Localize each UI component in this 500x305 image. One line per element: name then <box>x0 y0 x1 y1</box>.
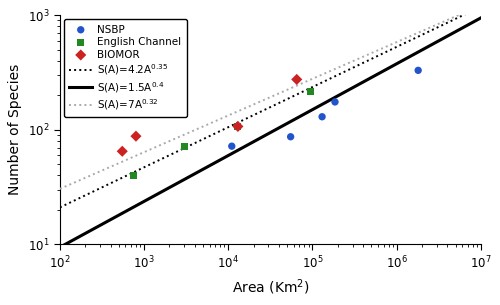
S(A)=1.5A$^{0.4}$ <box>468 22 474 25</box>
Line: S(A)=7A$^{0.32}$: S(A)=7A$^{0.32}$ <box>60 5 481 189</box>
S(A)=4.2A$^{0.35}$ <box>260 109 266 113</box>
NSBP <box>286 134 294 139</box>
S(A)=7A$^{0.32}$ <box>260 99 266 102</box>
BIOMOR <box>234 124 242 129</box>
S(A)=4.2A$^{0.35}$ <box>402 41 408 45</box>
S(A)=4.2A$^{0.35}$ <box>478 5 484 9</box>
S(A)=4.2A$^{0.35}$ <box>57 206 63 209</box>
S(A)=4.2A$^{0.35}$ <box>468 10 474 13</box>
BIOMOR <box>292 77 300 82</box>
NSBP <box>414 68 422 73</box>
English Channel <box>180 144 188 149</box>
S(A)=1.5A$^{0.4}$ <box>284 121 290 125</box>
S(A)=1.5A$^{0.4}$ <box>402 57 408 61</box>
S(A)=4.2A$^{0.35}$ <box>257 110 263 114</box>
English Channel <box>130 173 138 178</box>
S(A)=1.5A$^{0.4}$ <box>57 246 63 249</box>
Legend: NSBP, English Channel, BIOMOR, S(A)=4.2A$^{0.35}$, S(A)=1.5A$^{0.4}$, S(A)=7A$^{: NSBP, English Channel, BIOMOR, S(A)=4.2A… <box>64 19 186 117</box>
BIOMOR <box>132 134 140 138</box>
S(A)=4.2A$^{0.35}$ <box>284 97 290 101</box>
S(A)=1.5A$^{0.4}$ <box>257 136 263 140</box>
Line: S(A)=4.2A$^{0.35}$: S(A)=4.2A$^{0.35}$ <box>60 7 481 207</box>
BIOMOR <box>118 149 126 154</box>
S(A)=1.5A$^{0.4}$ <box>260 135 266 139</box>
Line: S(A)=1.5A$^{0.4}$: S(A)=1.5A$^{0.4}$ <box>60 18 481 247</box>
S(A)=1.5A$^{0.4}$ <box>478 16 484 20</box>
Y-axis label: Number of Species: Number of Species <box>8 64 22 196</box>
S(A)=7A$^{0.32}$ <box>57 187 63 191</box>
English Channel <box>306 89 314 94</box>
NSBP <box>318 114 326 119</box>
S(A)=7A$^{0.32}$ <box>308 78 314 81</box>
S(A)=4.2A$^{0.35}$ <box>308 86 314 90</box>
X-axis label: Area (Km$^2$): Area (Km$^2$) <box>232 277 309 297</box>
S(A)=7A$^{0.32}$ <box>257 100 263 103</box>
S(A)=1.5A$^{0.4}$ <box>308 109 314 113</box>
S(A)=7A$^{0.32}$ <box>402 37 408 40</box>
NSBP <box>228 144 236 149</box>
S(A)=7A$^{0.32}$ <box>284 88 290 91</box>
NSBP <box>331 99 339 104</box>
English Channel <box>234 124 242 129</box>
S(A)=7A$^{0.32}$ <box>468 8 474 12</box>
S(A)=7A$^{0.32}$ <box>478 4 484 7</box>
